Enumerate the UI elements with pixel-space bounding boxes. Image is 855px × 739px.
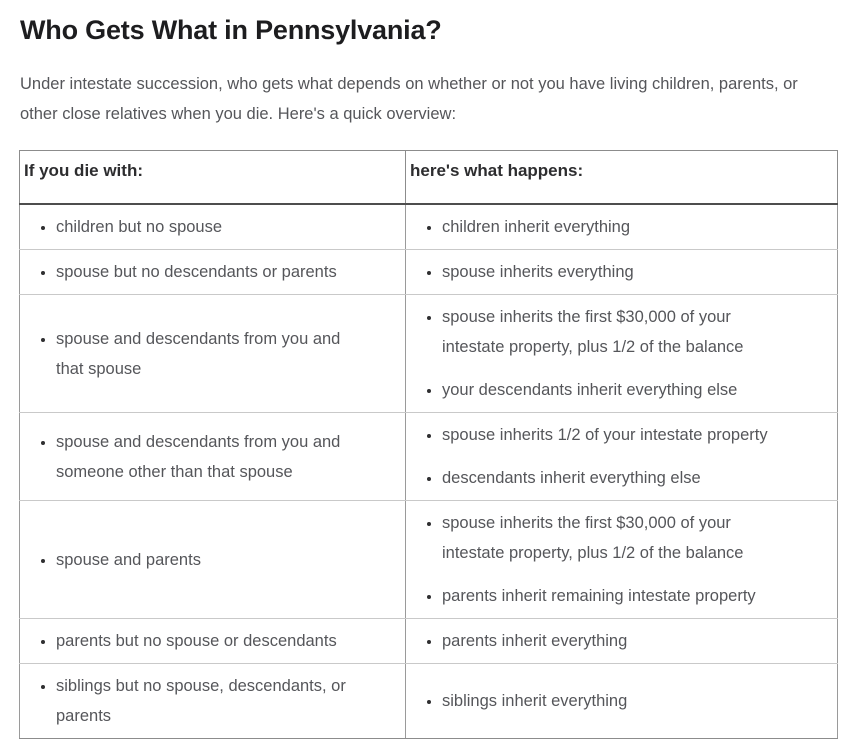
outcome-list: spouse inherits the first $30,000 of you… bbox=[410, 302, 833, 405]
list-item: siblings inherit everything bbox=[442, 686, 833, 716]
condition-list: spouse and descendants from you and some… bbox=[24, 427, 401, 487]
condition-cell: spouse but no descendants or parents bbox=[19, 249, 406, 295]
page-title: Who Gets What in Pennsylvania? bbox=[20, 15, 442, 45]
condition-list: spouse and parents bbox=[24, 545, 401, 575]
condition-cell: spouse and parents bbox=[19, 500, 406, 619]
column-header-if-you-die-with: If you die with: bbox=[19, 150, 406, 205]
condition-list: parents but no spouse or descendants bbox=[24, 626, 401, 656]
condition-list: siblings but no spouse, descendants, or … bbox=[24, 671, 401, 731]
table-row: spouse and descendants from you and that… bbox=[19, 294, 838, 413]
outcome-list: spouse inherits 1/2 of your intestate pr… bbox=[410, 420, 833, 493]
list-item: spouse and descendants from you and some… bbox=[56, 427, 401, 487]
list-item: parents inherit remaining intestate prop… bbox=[442, 581, 833, 611]
outcome-cell: spouse inherits everything bbox=[405, 249, 838, 295]
outcome-cell: children inherit everything bbox=[405, 203, 838, 250]
condition-cell: children but no spouse bbox=[19, 203, 406, 250]
outcome-list: parents inherit everything bbox=[410, 626, 833, 656]
intro-paragraph: Under intestate succession, who gets wha… bbox=[20, 75, 798, 123]
outcome-list: spouse inherits the first $30,000 of you… bbox=[410, 508, 833, 611]
list-item: spouse inherits the first $30,000 of you… bbox=[442, 302, 833, 362]
table-header-row: If you die with: here's what happens: bbox=[19, 150, 838, 205]
condition-cell: siblings but no spouse, descendants, or … bbox=[19, 663, 406, 739]
condition-cell: spouse and descendants from you and some… bbox=[19, 412, 406, 501]
condition-list: spouse and descendants from you and that… bbox=[24, 324, 401, 384]
table-row: spouse and parents spouse inherits the f… bbox=[19, 500, 838, 619]
list-item: descendants inherit everything else bbox=[442, 463, 833, 493]
list-item: spouse inherits 1/2 of your intestate pr… bbox=[442, 420, 833, 450]
list-item: spouse and descendants from you and that… bbox=[56, 324, 401, 384]
table-row: spouse and descendants from you and some… bbox=[19, 412, 838, 501]
list-item: your descendants inherit everything else bbox=[442, 375, 833, 405]
list-item: spouse and parents bbox=[56, 545, 401, 575]
list-item: parents but no spouse or descendants bbox=[56, 626, 401, 656]
table-row: children but no spouse children inherit … bbox=[19, 203, 838, 250]
list-item: siblings but no spouse, descendants, or … bbox=[56, 671, 401, 731]
list-item: spouse but no descendants or parents bbox=[56, 257, 401, 287]
list-item: children but no spouse bbox=[56, 212, 401, 242]
list-item: children inherit everything bbox=[442, 212, 833, 242]
table-row: spouse but no descendants or parents spo… bbox=[19, 249, 838, 295]
outcome-cell: spouse inherits 1/2 of your intestate pr… bbox=[405, 412, 838, 501]
intestate-succession-table: If you die with: here's what happens: ch… bbox=[19, 150, 838, 739]
outcome-list: spouse inherits everything bbox=[410, 257, 833, 287]
table-row: siblings but no spouse, descendants, or … bbox=[19, 663, 838, 739]
outcome-cell: parents inherit everything bbox=[405, 618, 838, 664]
outcome-cell: spouse inherits the first $30,000 of you… bbox=[405, 294, 838, 413]
condition-list: spouse but no descendants or parents bbox=[24, 257, 401, 287]
list-item: parents inherit everything bbox=[442, 626, 833, 656]
condition-list: children but no spouse bbox=[24, 212, 401, 242]
outcome-cell: siblings inherit everything bbox=[405, 663, 838, 739]
condition-cell: parents but no spouse or descendants bbox=[19, 618, 406, 664]
outcome-list: siblings inherit everything bbox=[410, 686, 833, 716]
outcome-list: children inherit everything bbox=[410, 212, 833, 242]
outcome-cell: spouse inherits the first $30,000 of you… bbox=[405, 500, 838, 619]
column-header-heres-what-happens: here's what happens: bbox=[405, 150, 838, 205]
condition-cell: spouse and descendants from you and that… bbox=[19, 294, 406, 413]
list-item: spouse inherits the first $30,000 of you… bbox=[442, 508, 833, 568]
list-item: spouse inherits everything bbox=[442, 257, 833, 287]
table-row: parents but no spouse or descendants par… bbox=[19, 618, 838, 664]
